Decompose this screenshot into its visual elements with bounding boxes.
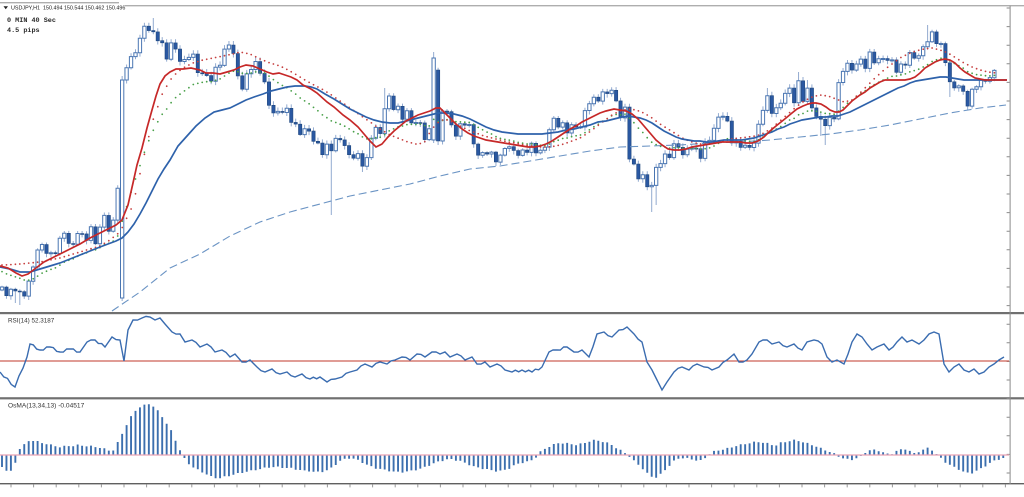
svg-text:USDJPY,H1 150.494 150.544 150: USDJPY,H1 150.494 150.544 150.462 150.49… [11,6,125,12]
svg-text:4.5 pips: 4.5 pips [7,27,40,35]
svg-text:0 MIN 40 Sec: 0 MIN 40 Sec [7,17,56,25]
svg-text:OsMA(13,34,13) -0.04517: OsMA(13,34,13) -0.04517 [8,403,85,410]
svg-text:RSI(14) 52.3187: RSI(14) 52.3187 [8,318,55,325]
